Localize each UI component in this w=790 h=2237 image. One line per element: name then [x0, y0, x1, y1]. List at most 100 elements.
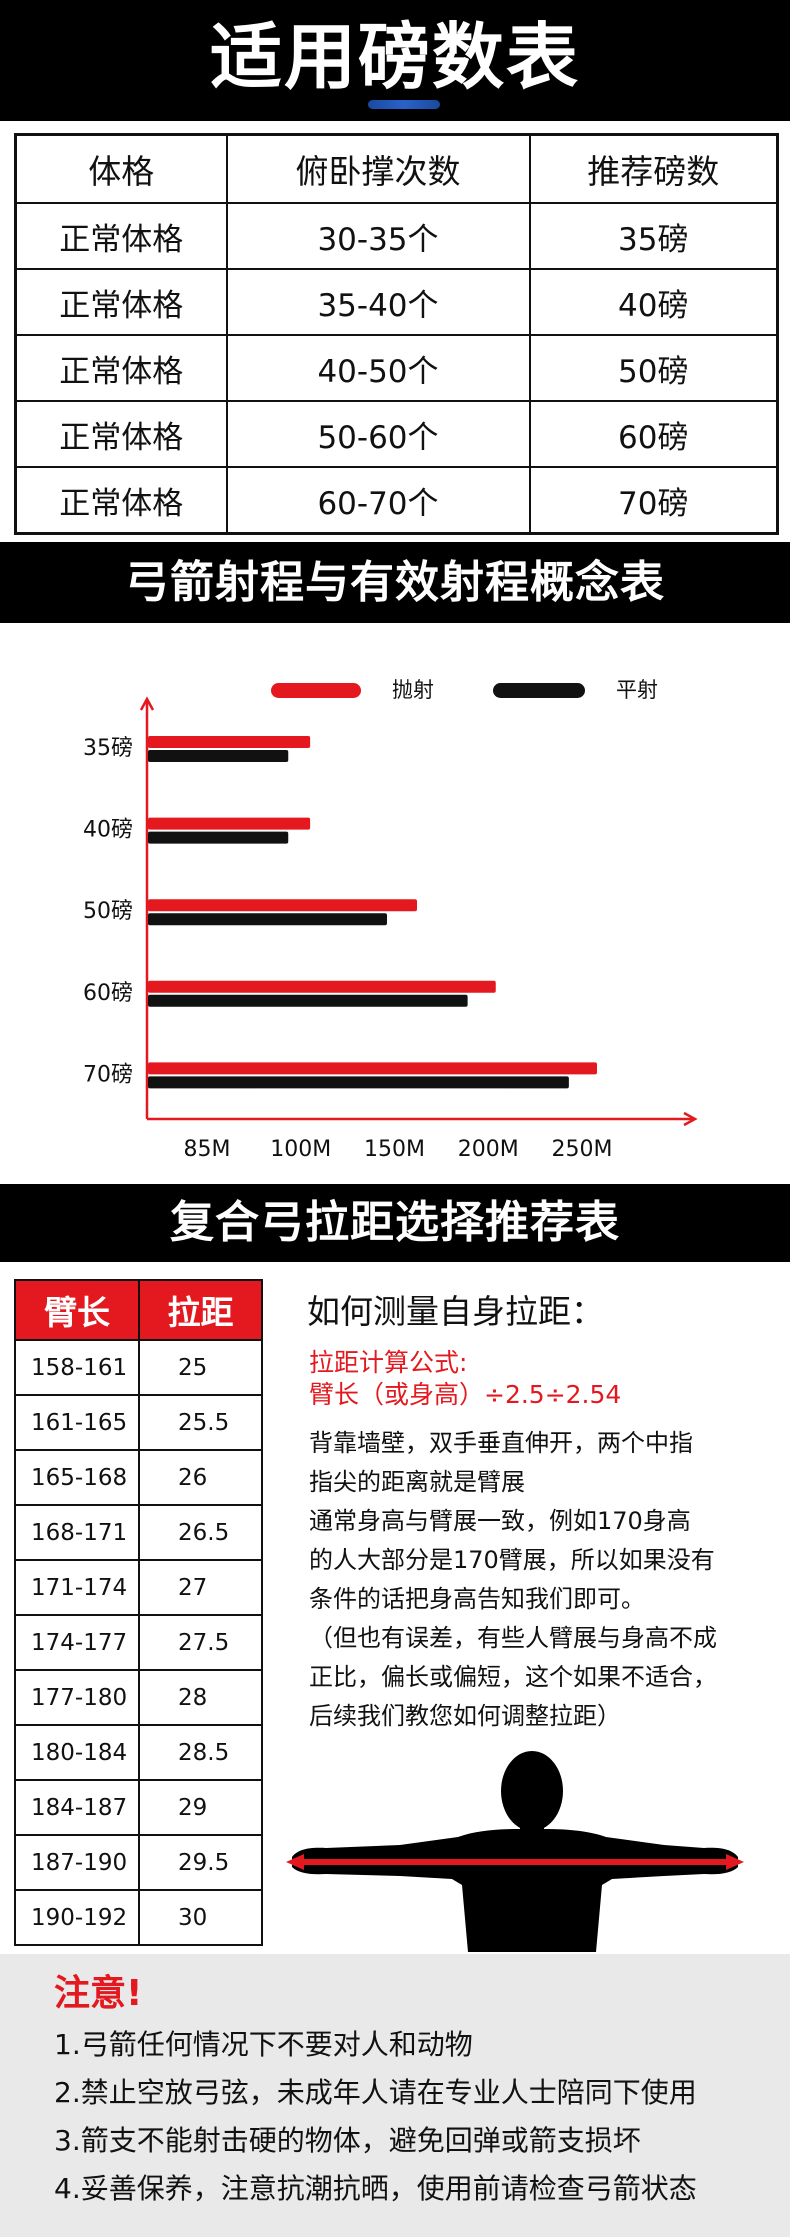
- column-header-body-type: 体格: [14, 133, 228, 204]
- instruction-line: 正比，偏长或偏短，这个如果不适合，: [309, 1663, 717, 1691]
- arm-span-cell: 184-187: [14, 1779, 140, 1836]
- body-type-cell: 正常体格: [14, 334, 228, 402]
- legend-swatch-series-2: [493, 683, 585, 698]
- table-row: 190-192 30: [14, 1889, 263, 1946]
- instruction-line: （但也有误差，有些人臂展与身高不成: [309, 1624, 717, 1652]
- measure-title: 如何测量自身拉距：: [307, 1292, 604, 1331]
- arrow-right-icon: [726, 1854, 744, 1870]
- bar-series-1-category-5: [148, 1062, 597, 1075]
- instruction-line: 条件的话把身高告知我们即可。: [309, 1585, 645, 1613]
- x-tick-label: 85M: [184, 1137, 231, 1162]
- notice-panel: 注意! 1.弓箭任何情况下不要对人和动物 2.禁止空放弓弦，未成年人请在专业人士…: [0, 1954, 790, 2237]
- draw-length-cell: 27.5: [138, 1614, 263, 1671]
- pounds-cell: 35磅: [528, 202, 779, 270]
- instruction-line: 指尖的距离就是臂展: [309, 1468, 525, 1496]
- pound-table: 体格 俯卧撑次数 推荐磅数 正常体格 30-35个 35磅 正常体格 35-40…: [14, 133, 779, 535]
- body-type-cell: 正常体格: [14, 466, 228, 535]
- table-header-row: 体格 俯卧撑次数 推荐磅数: [14, 133, 779, 204]
- arm-span-cell: 187-190: [14, 1834, 140, 1891]
- table-row: 177-180 28: [14, 1669, 263, 1726]
- bar-series-2-category-3: [148, 913, 387, 926]
- arm-span-cell: 177-180: [14, 1669, 140, 1726]
- arm-span-cell: 168-171: [14, 1504, 140, 1561]
- notice-title: 注意!: [54, 1973, 143, 2014]
- x-tick-label: 200M: [458, 1137, 519, 1162]
- table-row: 187-190 29.5: [14, 1834, 263, 1891]
- arm-span-silhouette-icon: [286, 1751, 744, 1952]
- draw-length-cell: 29: [138, 1779, 263, 1836]
- column-header-pushups: 俯卧撑次数: [225, 133, 531, 204]
- range-chart: 抛射 平射 85M 100M 150M 200M 250M 35磅 40磅 50磅 60磅 70磅: [83, 678, 698, 1162]
- draw-section-header: 复合弓拉距选择推荐表: [0, 1184, 790, 1262]
- bar-series-2-category-5: [148, 1076, 569, 1089]
- page-title: 适用磅数表: [209, 14, 580, 99]
- head-shape: [501, 1751, 563, 1831]
- legend-label-series-2: 平射: [616, 678, 658, 702]
- measure-instructions: 背靠墙壁，双手垂直伸开，两个中指 指尖的距离就是臂展 通常身高与臂展一致，例如1…: [309, 1424, 779, 1736]
- category-label: 35磅: [83, 736, 133, 761]
- x-tick-label: 250M: [552, 1137, 613, 1162]
- legend-label-series-1: 抛射: [392, 678, 434, 702]
- bar-series-1-category-4: [148, 980, 496, 993]
- category-label: 40磅: [83, 818, 133, 843]
- notice-item: 1.弓箭任何情况下不要对人和动物: [54, 2028, 473, 2061]
- pushups-cell: 35-40个: [225, 268, 531, 336]
- table-row: 正常体格 50-60个 60磅: [14, 400, 779, 468]
- bar-series-1-category-1: [148, 736, 311, 748]
- arm-span-cell: 158-161: [14, 1339, 140, 1396]
- pushups-cell: 40-50个: [225, 334, 531, 402]
- table-header-row: 臂长 拉距: [14, 1279, 263, 1341]
- table-row: 正常体格 30-35个 35磅: [14, 202, 779, 270]
- title-underline-accent: [368, 100, 440, 109]
- draw-length-cell: 25: [138, 1339, 263, 1396]
- draw-section-title: 复合弓拉距选择推荐表: [170, 1197, 620, 1248]
- draw-length-cell: 28.5: [138, 1724, 263, 1781]
- table-row: 正常体格 40-50个 50磅: [14, 334, 779, 402]
- pounds-cell: 40磅: [528, 268, 779, 336]
- x-tick-label: 150M: [364, 1137, 425, 1162]
- body-shape: [292, 1829, 738, 1952]
- arm-span-cell: 190-192: [14, 1889, 140, 1946]
- category-label: 70磅: [83, 1062, 133, 1087]
- draw-length-cell: 26.5: [138, 1504, 263, 1561]
- y-axis-arrow-icon: [139, 696, 155, 711]
- x-tick-label: 100M: [270, 1137, 331, 1162]
- table-row: 174-177 27.5: [14, 1614, 263, 1671]
- table-row: 正常体格 60-70个 70磅: [14, 466, 779, 535]
- draw-length-cell: 27: [138, 1559, 263, 1616]
- instruction-line: 背靠墙壁，双手垂直伸开，两个中指: [309, 1429, 693, 1457]
- instruction-line: 的人大部分是170臂展，所以如果没有: [309, 1546, 715, 1574]
- draw-length-table: 臂长 拉距 158-161 25 161-165 25.5 165-168 26 16…: [14, 1279, 263, 1946]
- arrow-left-icon: [286, 1854, 304, 1870]
- notice-item: 3.箭支不能射击硬的物体，避免回弹或箭支损坏: [54, 2124, 641, 2157]
- draw-length-cell: 25.5: [138, 1394, 263, 1451]
- pushups-cell: 30-35个: [225, 202, 531, 270]
- instruction-line: 通常身高与臂展一致，例如170身高: [309, 1507, 691, 1535]
- legend-swatch-series-1: [271, 683, 361, 698]
- page-header: 适用磅数表: [0, 0, 790, 121]
- arm-span-cell: 171-174: [14, 1559, 140, 1616]
- category-label: 50磅: [83, 899, 133, 924]
- pushups-cell: 60-70个: [225, 466, 531, 535]
- notice-item: 4.妥善保养，注意抗潮抗晒，使用前请检查弓箭状态: [54, 2172, 697, 2205]
- bar-series-1-category-3: [148, 899, 417, 912]
- bar-series-2-category-1: [148, 750, 289, 762]
- notice-list: 1.弓箭任何情况下不要对人和动物 2.禁止空放弓弦，未成年人请在专业人士陪同下使…: [54, 2021, 774, 2213]
- table-row: 161-165 25.5: [14, 1394, 263, 1451]
- column-header-recommended-pounds: 推荐磅数: [528, 133, 779, 204]
- column-header-arm-span: 臂长: [14, 1279, 140, 1341]
- category-label: 60磅: [83, 981, 133, 1006]
- bar-series-2-category-4: [148, 994, 468, 1007]
- body-type-cell: 正常体格: [14, 268, 228, 336]
- table-row: 正常体格 35-40个 40磅: [14, 268, 779, 336]
- instruction-line: 后续我们教您如何调整拉距）: [309, 1702, 621, 1730]
- body-type-cell: 正常体格: [14, 400, 228, 468]
- draw-length-cell: 26: [138, 1449, 263, 1506]
- table-row: 180-184 28.5: [14, 1724, 263, 1781]
- pounds-cell: 50磅: [528, 334, 779, 402]
- x-axis-arrow-icon: [683, 1111, 698, 1127]
- formula-label: 拉距计算公式:: [309, 1348, 468, 1377]
- column-header-draw-length: 拉距: [138, 1279, 263, 1341]
- table-row: 184-187 29: [14, 1779, 263, 1836]
- bar-series-2-category-2: [148, 831, 289, 844]
